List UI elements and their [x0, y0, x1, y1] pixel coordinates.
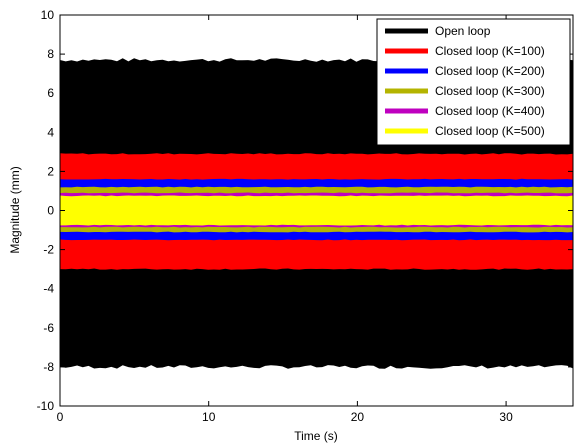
y-tick-label: 10	[41, 8, 55, 22]
x-tick-label: 30	[499, 410, 513, 424]
y-tick-label: -8	[43, 360, 54, 374]
series-band-6	[60, 195, 573, 226]
legend: Open loop Closed loop (K=100) Closed loop …	[376, 18, 571, 146]
x-axis-label: Time (s)	[294, 429, 338, 443]
y-tick-label: 8	[47, 47, 54, 61]
legend-label: Closed loop (K=500)	[435, 124, 545, 138]
y-tick-label: -4	[43, 282, 54, 296]
y-tick-label: 0	[47, 204, 54, 218]
legend-label: Closed loop (K=400)	[435, 104, 545, 118]
y-axis-label: Magnitude (mm)	[8, 166, 22, 253]
y-tick-label: -6	[43, 321, 54, 335]
legend-label: Closed loop (K=300)	[435, 84, 545, 98]
x-tick-label: 10	[202, 410, 216, 424]
legend-label: Closed loop (K=200)	[435, 64, 545, 78]
legend-label: Closed loop (K=100)	[435, 44, 545, 58]
x-tick-label: 0	[57, 410, 64, 424]
y-tick-label: 6	[47, 86, 54, 100]
x-tick-label: 20	[351, 410, 365, 424]
legend-box	[376, 18, 571, 146]
y-tick-label: -2	[43, 243, 54, 257]
legend-label: Open loop	[435, 24, 491, 38]
y-tick-label: 4	[47, 125, 54, 139]
y-tick-label: -10	[37, 399, 55, 413]
y-tick-label: 2	[47, 164, 54, 178]
